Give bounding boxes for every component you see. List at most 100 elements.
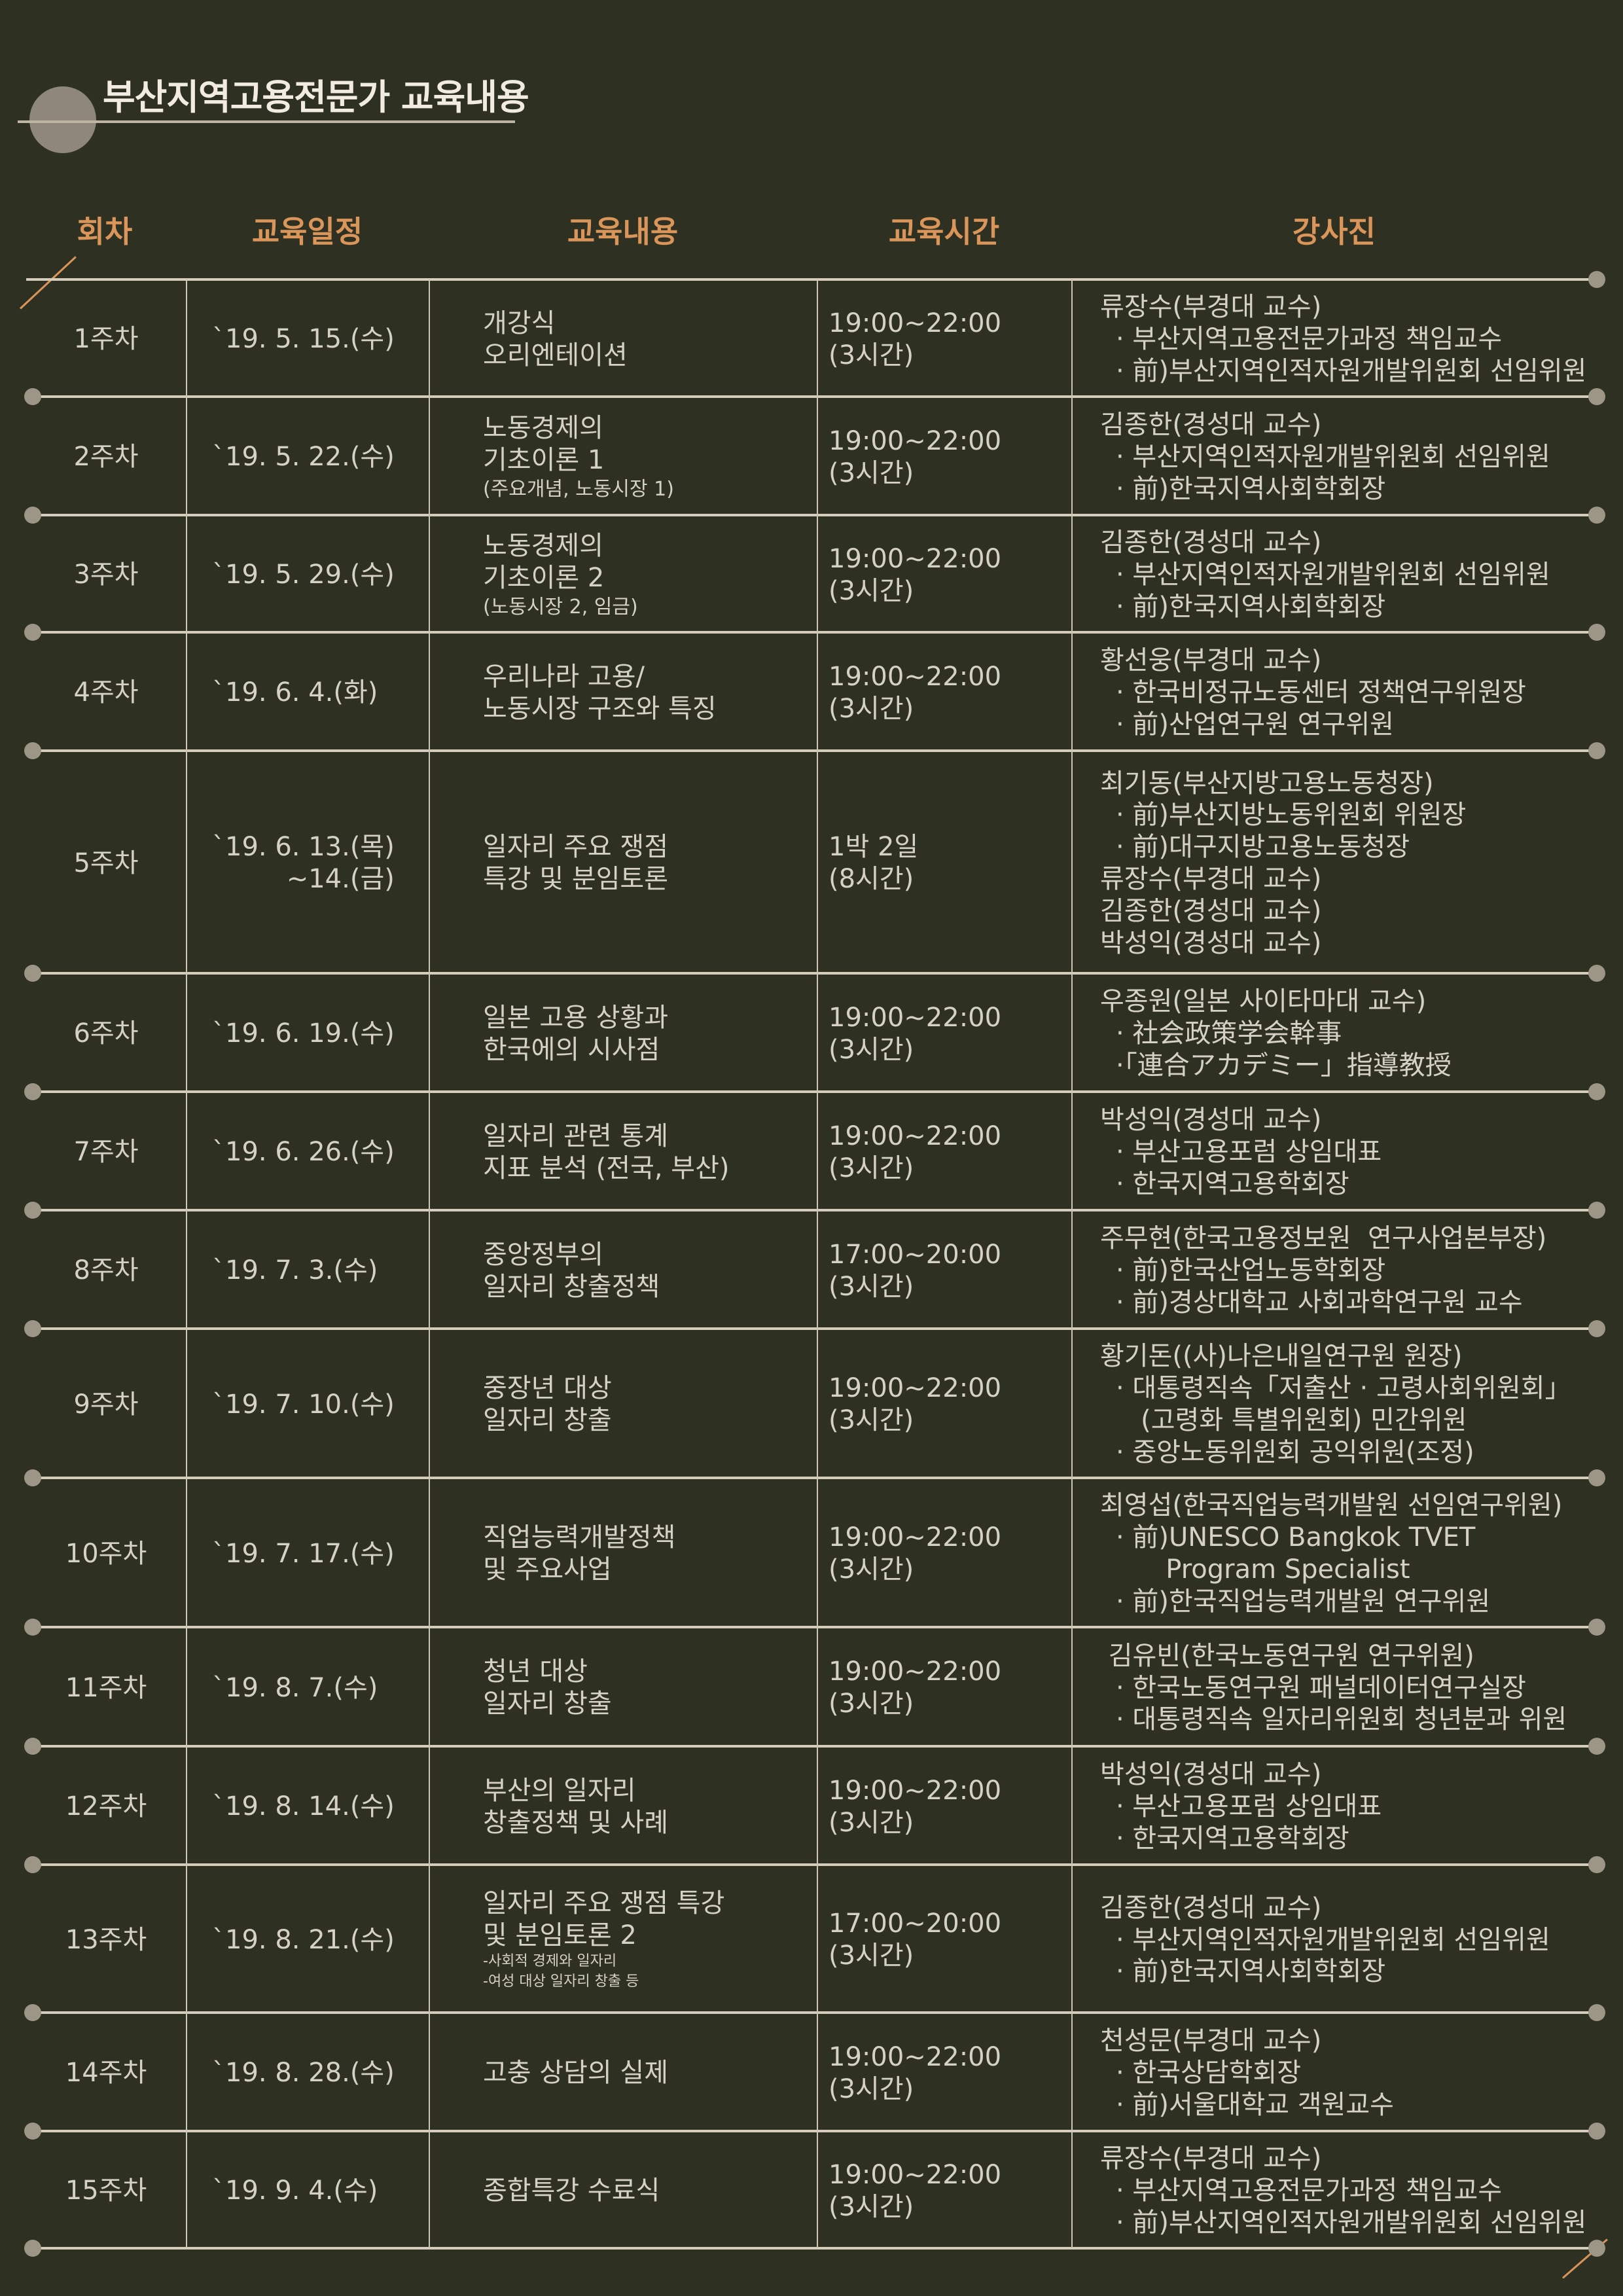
week-label: 12주차 — [65, 1791, 147, 1822]
time-line: 19:00~22:00 — [829, 2159, 1002, 2190]
lecturer-detail: · 부산지역인적자원개발위원회 선임위원 — [1116, 560, 1550, 590]
lecturer-detail: · 前)한국지역사회학회장 — [1116, 591, 1386, 622]
week-cell: 10주차 — [26, 1480, 186, 1627]
time-line: (8시간) — [829, 864, 914, 894]
lecturer-cell: 최영섭(한국직업능력개발원 선임연구위원) · 前)UNESCO Bangkok … — [1100, 1480, 1597, 1627]
row-divider — [26, 278, 1597, 281]
lecturer-detail: · 한국노동연구원 패널데이터연구실장 — [1116, 1672, 1526, 1703]
time-line: (3시간) — [829, 1153, 914, 1183]
lecturer-detail: · 부산지역고용전문가과정 책임교수 — [1116, 324, 1503, 355]
lecturer-name: 류장수(부경대 교수) — [1100, 292, 1322, 323]
time-line: (3시간) — [829, 1034, 914, 1065]
week-label: 3주차 — [73, 560, 139, 590]
content-line: 오리엔테이션 — [483, 340, 628, 370]
content-note: (노동시장 2, 임금) — [483, 595, 638, 619]
lecturer-detail: · 중앙노동위원회 공익위원(조정) — [1116, 1437, 1474, 1467]
row-dot — [24, 1856, 41, 1873]
row-dot — [1588, 1202, 1605, 1219]
row-divider — [26, 395, 1597, 398]
lecturer-detail: · 한국지역고용학회장 — [1116, 1168, 1349, 1199]
content-line: 직업능력개발정책 — [483, 1522, 676, 1553]
lecturer-detail: 박성익(경성대 교수) — [1100, 927, 1322, 958]
content-line: 노동시장 구조와 특징 — [483, 693, 717, 724]
row-dot — [24, 2240, 41, 2257]
content-line: 노동경제의 — [483, 413, 603, 444]
content-line: 일자리 주요 쟁점 특강 — [483, 1888, 725, 1919]
time-line: 19:00~22:00 — [829, 308, 1002, 338]
content-line: 중앙정부의 — [483, 1239, 603, 1270]
date-line: `19. 8. 7.(수) — [212, 1672, 378, 1703]
row-divider — [26, 1209, 1597, 1211]
lecturer-cell: 황선웅(부경대 교수) · 한국비정규노동센터 정책연구위원장 · 前)산업연구원 … — [1100, 635, 1597, 751]
lecturer-detail: · 부산지역고용전문가과정 책임교수 — [1116, 2176, 1503, 2206]
content-line: 고충 상담의 실제 — [483, 2058, 669, 2089]
lecturer-cell: 우종원(일본 사이타마대 교수) · 社会政策学会幹事 ·「連合アカデミー」指導教授 — [1100, 976, 1597, 1092]
content-subnote: -사회적 경제와 일자리 — [483, 1953, 617, 1969]
lecturer-detail: · 한국지역고용학회장 — [1116, 1823, 1349, 1854]
lecturer-detail: · 대통령직속 일자리위원회 청년분과 위원 — [1116, 1704, 1567, 1735]
row-dot — [24, 1202, 41, 1219]
content-line: 일자리 창출 — [483, 1405, 612, 1435]
content-note: (주요개념, 노동시장 1) — [483, 477, 674, 501]
row-divider — [26, 2130, 1597, 2132]
date-line: `19. 6. 19.(수) — [212, 1018, 395, 1049]
row-dot — [24, 2123, 41, 2140]
week-label: 1주차 — [73, 324, 139, 355]
row-dot — [1588, 2123, 1605, 2140]
row-dot — [24, 965, 41, 982]
lecturer-name: 주무현(한국고용정보원 연구사업본부장) — [1100, 1223, 1547, 1254]
lecturer-detail: · 前)한국지역사회학회장 — [1116, 1956, 1386, 1987]
week-cell: 6주차 — [26, 976, 186, 1092]
content-line: 창출정책 및 사례 — [483, 1807, 669, 1838]
time-cell: 1박 2일 (8시간) — [829, 753, 1071, 973]
date-line: `19. 7. 10.(수) — [212, 1389, 395, 1420]
row-dot — [1588, 1619, 1605, 1636]
row-divider — [26, 1863, 1597, 1866]
time-cell: 19:00~22:00 (3시간) — [829, 399, 1071, 515]
content-line: 및 주요사업 — [483, 1554, 612, 1585]
time-line: (3시간) — [829, 693, 914, 724]
time-cell: 19:00~22:00 (3시간) — [829, 1480, 1071, 1627]
lecturer-detail: · 前)경상대학교 사회과학연구원 교수 — [1116, 1287, 1523, 1318]
time-line: 19:00~22:00 — [829, 543, 1002, 574]
row-divider — [26, 631, 1597, 634]
time-line: 19:00~22:00 — [829, 1657, 1002, 1687]
time-cell: 19:00~22:00 (3시간) — [829, 1630, 1071, 1746]
time-cell: 19:00~22:00 (3시간) — [829, 1331, 1071, 1478]
lecturer-cell: 천성문(부경대 교수) · 한국상담학회장 · 前)서울대학교 객원교수 — [1100, 2015, 1597, 2131]
time-line: 19:00~22:00 — [829, 661, 1002, 692]
content-cell: 직업능력개발정책 및 주요사업 — [483, 1480, 817, 1627]
lecturer-name: 천성문(부경대 교수) — [1100, 2026, 1322, 2056]
content-line: 및 분임토론 2 — [483, 1920, 637, 1951]
date-line: `19. 8. 28.(수) — [212, 2058, 395, 2089]
time-line: 19:00~22:00 — [829, 1373, 1002, 1404]
date-line: `19. 5. 15.(수) — [212, 324, 395, 355]
date-cell: `19. 8. 14.(수) — [212, 1749, 429, 1865]
time-line: (3시간) — [829, 1941, 914, 1971]
content-cell: 노동경제의 기초이론 2 (노동시장 2, 임금) — [483, 518, 817, 632]
row-divider — [26, 1745, 1597, 1748]
week-label: 15주차 — [65, 2176, 147, 2206]
row-dot — [1588, 742, 1605, 759]
lecturer-cell: 주무현(한국고용정보원 연구사업본부장) · 前)한국산업노동학회장 · 前)경상대… — [1100, 1213, 1597, 1329]
content-line: 기초이론 1 — [483, 445, 605, 475]
content-line: 특강 및 분임토론 — [483, 864, 669, 894]
row-divider — [26, 2247, 1597, 2250]
time-line: 17:00~20:00 — [829, 1909, 1002, 1939]
content-line: 노동경제의 — [483, 531, 603, 562]
content-cell: 중장년 대상 일자리 창출 — [483, 1331, 817, 1478]
content-cell: 종합특강 수료식 — [483, 2134, 817, 2248]
date-cell: `19. 5. 29.(수) — [212, 518, 429, 632]
row-divider — [26, 1626, 1597, 1628]
lecturer-detail: · 前)대구지방고용노동청장 — [1116, 832, 1410, 863]
time-line: 19:00~22:00 — [829, 2041, 1002, 2072]
column-header: 회차 — [77, 214, 133, 249]
row-dot — [24, 507, 41, 524]
title-underline — [18, 120, 515, 123]
content-cell: 개강식 오리엔테이션 — [483, 282, 817, 397]
time-line: 19:00~22:00 — [829, 1775, 1002, 1806]
date-line: `19. 6. 26.(수) — [212, 1137, 395, 1168]
week-cell: 9주차 — [26, 1331, 186, 1478]
lecturer-detail: · 한국상담학회장 — [1116, 2058, 1302, 2089]
lecturer-cell: 김종한(경성대 교수) · 부산지역인적자원개발위원회 선임위원 · 前)한국지역사… — [1100, 518, 1597, 632]
